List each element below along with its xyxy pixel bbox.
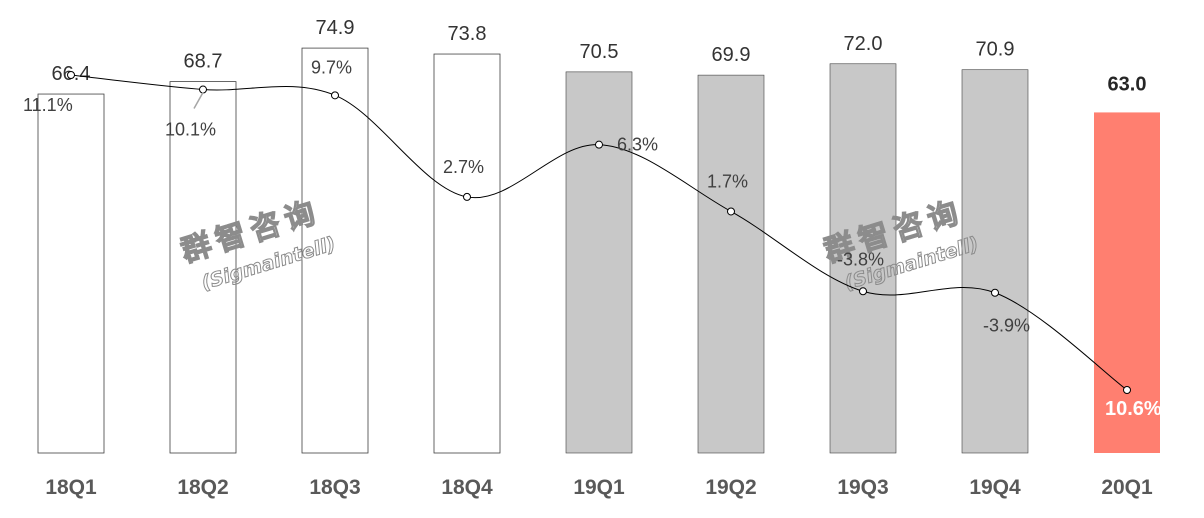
bar-value-label-19Q1: 70.5 <box>580 41 619 63</box>
growth-label-19Q4: -3.9% <box>983 316 1030 336</box>
growth-marker-19Q4 <box>991 288 999 297</box>
category-label-18Q1: 18Q1 <box>45 476 97 499</box>
bar-18Q1 <box>37 93 105 454</box>
leader-line-18Q2 <box>193 92 204 109</box>
growth-marker-18Q4 <box>463 192 471 201</box>
bar-value-label-18Q2: 68.7 <box>184 51 223 73</box>
bar-value-label-19Q4: 70.9 <box>976 39 1015 61</box>
bar-18Q4 <box>433 53 501 454</box>
growth-label-19Q2: 1.7% <box>707 171 748 191</box>
growth-marker-18Q2 <box>199 85 207 94</box>
bar-19Q2 <box>697 74 765 454</box>
growth-line-layer <box>67 71 1131 394</box>
growth-label-18Q4: 2.7% <box>443 157 484 177</box>
growth-marker-20Q1 <box>1123 386 1131 394</box>
bar-value-label-19Q3: 72.0 <box>844 33 883 55</box>
growth-label-20Q1: 10.6% <box>1105 398 1162 420</box>
category-label-19Q2: 19Q2 <box>705 476 756 499</box>
growth-marker-18Q1 <box>67 71 75 79</box>
bar-19Q3 <box>829 63 897 454</box>
bar-value-label-20Q1: 63.0 <box>1108 73 1147 95</box>
category-label-18Q3: 18Q3 <box>309 476 360 499</box>
bar-value-label-18Q4: 73.8 <box>448 23 487 45</box>
bar-19Q1 <box>565 71 633 454</box>
growth-label-18Q1: 11.1% <box>23 95 73 115</box>
growth-labels-layer: 11.1% 10.1% 9.7% 2.7% 6.3% 1.7% -3.8% -3.9% 10.6… <box>23 57 1162 420</box>
category-label-18Q2: 18Q2 <box>177 476 228 499</box>
category-label-20Q1: 20Q1 <box>1101 476 1153 499</box>
category-labels-layer: 18Q1 18Q2 18Q3 18Q4 19Q1 19Q2 19Q3 19Q4 20Q1 <box>45 476 1153 499</box>
category-label-18Q4: 18Q4 <box>441 476 493 499</box>
growth-label-18Q2: 10.1% <box>165 120 216 140</box>
growth-marker-18Q3 <box>331 91 339 100</box>
bar-20Q1 <box>1094 112 1160 453</box>
category-label-19Q1: 19Q1 <box>573 476 625 499</box>
bar-value-label-19Q2: 69.9 <box>712 44 751 66</box>
category-label-19Q3: 19Q3 <box>837 476 888 499</box>
growth-marker-19Q3 <box>859 287 867 296</box>
bars-layer <box>37 47 1160 454</box>
bar-value-label-18Q3: 74.9 <box>316 17 355 39</box>
growth-label-19Q1: 6.3% <box>617 135 658 155</box>
growth-marker-19Q2 <box>727 207 735 216</box>
bar-18Q3 <box>301 47 369 454</box>
growth-marker-19Q1 <box>595 140 603 149</box>
bar-18Q2 <box>169 81 237 454</box>
growth-label-18Q3: 9.7% <box>311 57 352 77</box>
category-label-19Q4: 19Q4 <box>969 476 1021 499</box>
growth-label-19Q3: -3.8% <box>837 249 884 269</box>
bar-19Q4 <box>961 69 1029 454</box>
